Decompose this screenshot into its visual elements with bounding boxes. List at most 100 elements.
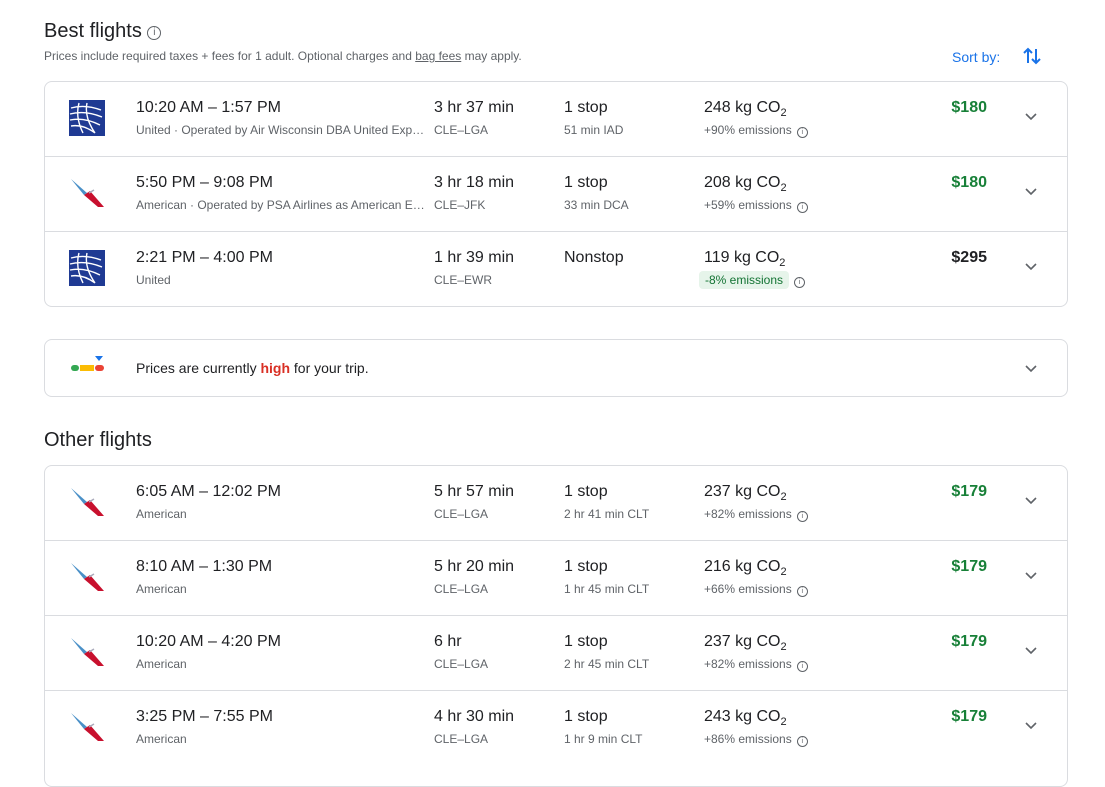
price-level-icon	[71, 356, 104, 371]
info-icon[interactable]: i	[796, 127, 808, 138]
co2-value: 119 kg CO2	[704, 249, 786, 270]
flight-price: $179	[951, 558, 987, 575]
flight-row[interactable]: 3:25 PM – 7:55 PM American 4 hr 30 min C…	[45, 690, 1067, 765]
american-logo-icon	[71, 179, 104, 207]
flight-duration: 4 hr 30 min	[434, 708, 515, 725]
emissions-badge: +66% emissions	[704, 582, 792, 596]
airline-operator: American · Operated by PSA Airlines as A…	[136, 198, 426, 212]
american-logo-icon	[71, 563, 104, 591]
flight-price: $179	[951, 483, 987, 500]
flight-duration: 5 hr 20 min	[434, 558, 515, 575]
info-icon[interactable]: i	[796, 511, 808, 522]
flight-row[interactable]: 8:10 AM – 1:30 PM American 5 hr 20 min C…	[45, 540, 1067, 615]
info-icon[interactable]: i	[796, 202, 808, 213]
chevron-down-icon[interactable]	[1023, 642, 1039, 658]
emissions-badge: +86% emissions	[704, 732, 792, 746]
bag-fees-link[interactable]: bag fees	[415, 49, 462, 63]
american-logo-icon	[71, 713, 104, 741]
flight-duration: 6 hr	[434, 633, 462, 650]
sort-icon[interactable]	[1022, 45, 1042, 67]
info-icon[interactable]: i	[796, 586, 808, 597]
airline-operator: American	[136, 732, 187, 746]
emissions-info: +90% emissions i	[704, 123, 808, 138]
co2-value: 237 kg CO2	[704, 633, 787, 654]
flight-route: CLE–LGA	[434, 732, 489, 746]
emissions-info: +82% emissions i	[704, 507, 808, 522]
emissions-badge: +90% emissions	[704, 123, 792, 137]
emissions-info: -8% emissions i	[699, 271, 806, 289]
emissions-info: +82% emissions i	[704, 657, 808, 672]
airline-operator: American	[136, 582, 187, 596]
flight-stops: 1 stop	[564, 174, 608, 191]
flight-price: $180	[951, 99, 987, 116]
emissions-info: +59% emissions i	[704, 198, 808, 213]
layover-info: 1 hr 9 min CLT	[564, 732, 643, 746]
chevron-down-icon[interactable]	[1023, 360, 1039, 376]
flight-route: CLE–LGA	[434, 123, 489, 137]
flight-duration: 3 hr 37 min	[434, 99, 515, 116]
united-logo-icon	[69, 100, 105, 136]
flight-route: CLE–LGA	[434, 507, 489, 521]
flight-stops: 1 stop	[564, 633, 608, 650]
airline-operator: United	[136, 273, 171, 287]
flight-route: CLE–LGA	[434, 582, 489, 596]
layover-info: 51 min IAD	[564, 123, 624, 137]
flight-price: $180	[951, 174, 987, 191]
co2-value: 243 kg CO2	[704, 708, 787, 729]
flight-stops: 1 stop	[564, 99, 608, 116]
flight-price: $295	[951, 249, 987, 266]
flight-route: CLE–JFK	[434, 198, 486, 212]
chevron-down-icon[interactable]	[1023, 183, 1039, 199]
flight-row[interactable]: 2:21 PM – 4:00 PM United 1 hr 39 min CLE…	[45, 231, 1067, 306]
co2-value: 216 kg CO2	[704, 558, 787, 579]
flight-stops: Nonstop	[564, 249, 624, 266]
layover-info: 33 min DCA	[564, 198, 629, 212]
airline-operator: American	[136, 657, 187, 671]
chevron-down-icon[interactable]	[1023, 567, 1039, 583]
airline-operator: American	[136, 507, 187, 521]
flight-times: 10:20 AM – 1:57 PM	[136, 99, 281, 116]
flight-duration: 3 hr 18 min	[434, 174, 515, 191]
info-icon[interactable]: i	[796, 661, 808, 672]
american-logo-icon	[71, 488, 104, 516]
united-logo-icon	[69, 250, 105, 286]
other-flights-list: 6:05 AM – 12:02 PM American 5 hr 57 min …	[44, 465, 1068, 787]
american-logo-icon	[71, 638, 104, 666]
flight-stops: 1 stop	[564, 708, 608, 725]
flight-stops: 1 stop	[564, 483, 608, 500]
flight-row[interactable]: 10:20 AM – 1:57 PM United · Operated by …	[45, 82, 1067, 156]
flight-duration: 1 hr 39 min	[434, 249, 515, 266]
layover-info: 1 hr 45 min CLT	[564, 582, 650, 596]
emissions-info: +86% emissions i	[704, 732, 808, 747]
co2-value: 248 kg CO2	[704, 99, 787, 120]
co2-value: 208 kg CO2	[704, 174, 787, 195]
info-icon[interactable]: i	[794, 277, 806, 288]
co2-value: 237 kg CO2	[704, 483, 787, 504]
sort-by-button[interactable]: Sort by:	[952, 49, 1001, 65]
chevron-down-icon[interactable]	[1023, 108, 1039, 124]
flight-row[interactable]: 5:50 PM – 9:08 PM American · Operated by…	[45, 156, 1067, 231]
chevron-down-icon[interactable]	[1023, 717, 1039, 733]
price-insight-banner[interactable]: Prices are currently high for your trip.	[44, 339, 1068, 397]
flight-times: 8:10 AM – 1:30 PM	[136, 558, 273, 575]
flight-times: 5:50 PM – 9:08 PM	[136, 174, 273, 191]
emissions-badge: +82% emissions	[704, 657, 792, 671]
emissions-badge: -8% emissions	[699, 271, 790, 289]
layover-info: 2 hr 45 min CLT	[564, 657, 650, 671]
flight-row[interactable]: 10:20 AM – 4:20 PM American 6 hr CLE–LGA…	[45, 615, 1067, 690]
flight-times: 6:05 AM – 12:02 PM	[136, 483, 281, 500]
flight-price: $179	[951, 633, 987, 650]
chevron-down-icon[interactable]	[1023, 258, 1039, 274]
info-icon[interactable]: i	[147, 26, 162, 40]
flight-duration: 5 hr 57 min	[434, 483, 515, 500]
other-flights-title: Other flights	[44, 429, 152, 451]
price-insight-text: Prices are currently high for your trip.	[136, 360, 369, 376]
airline-operator: United · Operated by Air Wisconsin DBA U…	[136, 123, 426, 137]
flight-stops: 1 stop	[564, 558, 608, 575]
chevron-down-icon[interactable]	[1023, 492, 1039, 508]
flight-row[interactable]: 6:05 AM – 12:02 PM American 5 hr 57 min …	[45, 466, 1067, 540]
flight-price: $179	[951, 708, 987, 725]
emissions-info: +66% emissions i	[704, 582, 808, 597]
info-icon[interactable]: i	[796, 736, 808, 747]
flight-times: 2:21 PM – 4:00 PM	[136, 249, 273, 266]
